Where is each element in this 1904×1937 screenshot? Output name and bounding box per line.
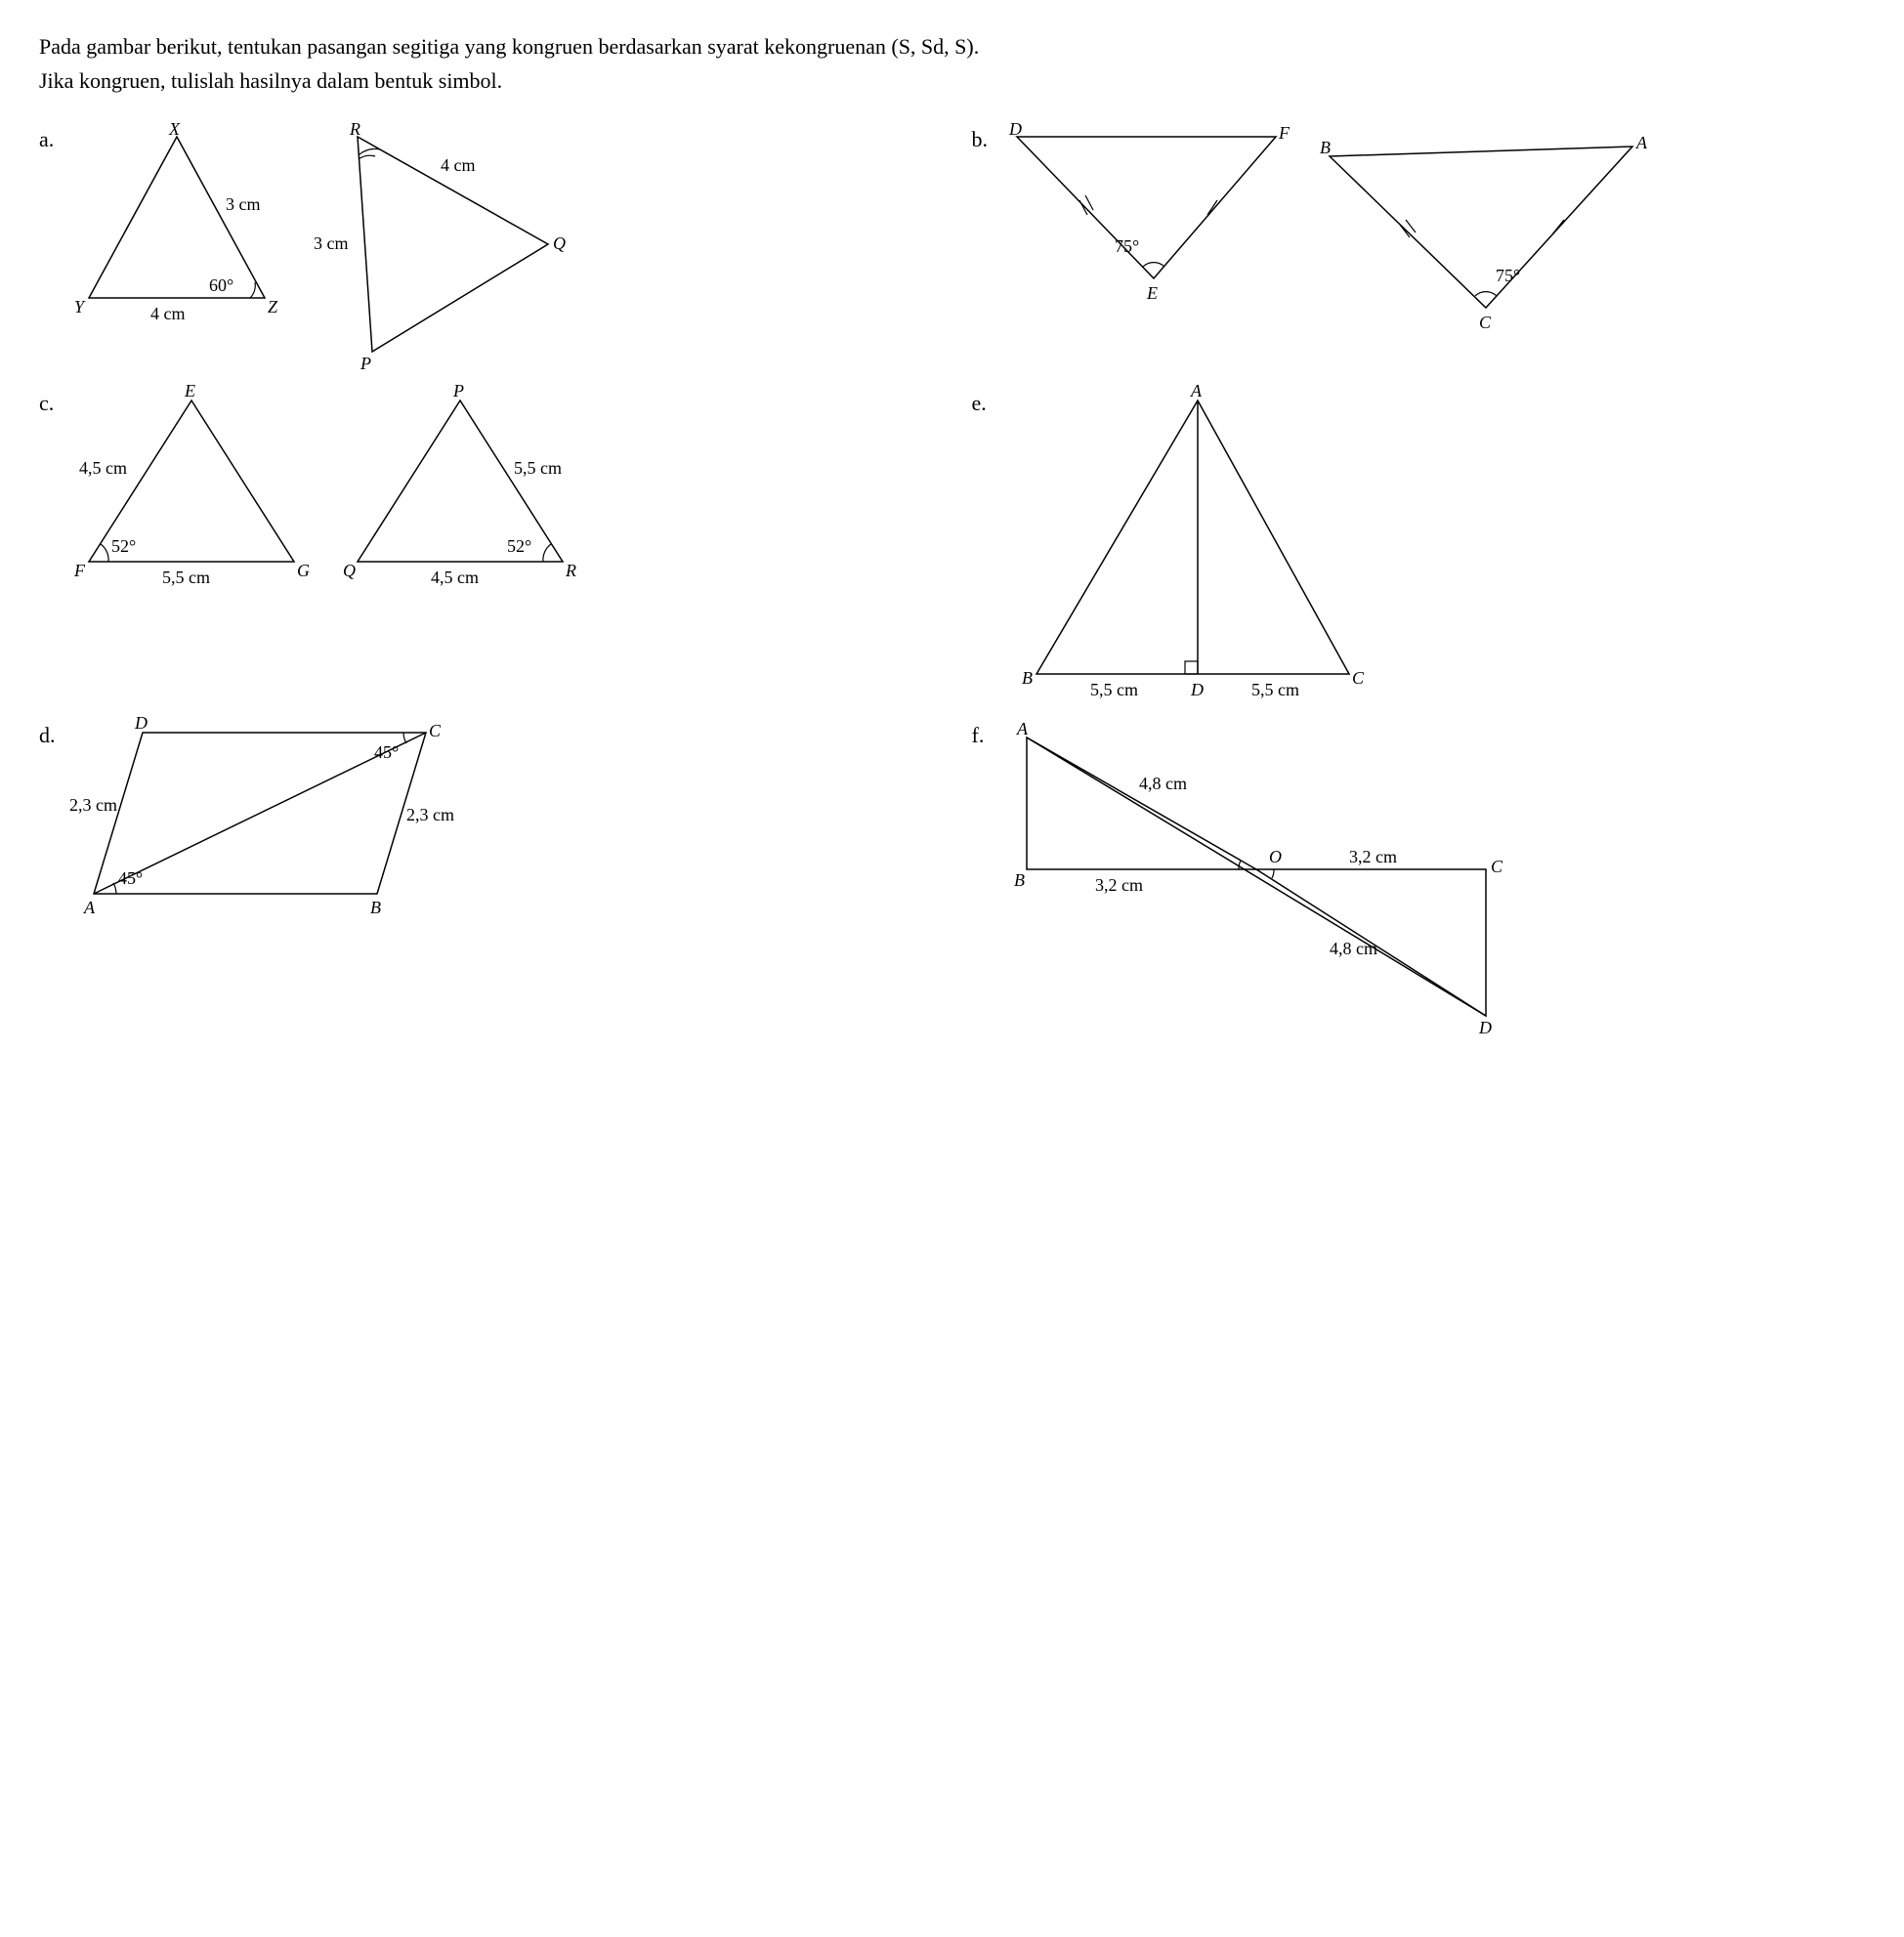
vertex-A: A bbox=[1016, 719, 1029, 738]
side-yz: 4 cm bbox=[150, 304, 186, 323]
vertex-C: C bbox=[1479, 313, 1492, 332]
triangle-b1: D F E 75° bbox=[1007, 127, 1290, 303]
vertex-Q: Q bbox=[553, 233, 566, 253]
problem-c: c. E F G 4,5 cm 5,5 cm 52° P Q R 5,5 cm … bbox=[39, 391, 933, 586]
vertex-B: B bbox=[1014, 870, 1025, 890]
side-rp: 3 cm bbox=[314, 233, 349, 253]
vertex-F: F bbox=[73, 561, 86, 580]
side-rq: 4 cm bbox=[441, 155, 476, 175]
triangle-a1: X Y Z 3 cm 4 cm 60° bbox=[74, 127, 299, 332]
angle-a: 45° bbox=[118, 868, 143, 888]
vertex-B: B bbox=[1022, 668, 1033, 688]
problem-label-a: a. bbox=[39, 127, 66, 152]
problem-label-d: d. bbox=[39, 723, 66, 748]
vertex-G: G bbox=[297, 561, 310, 580]
vertex-E: E bbox=[184, 381, 195, 400]
vertex-B: B bbox=[1320, 138, 1331, 157]
vertex-D: D bbox=[1478, 1018, 1492, 1037]
vertex-Z: Z bbox=[268, 297, 278, 316]
problem-b: b. D F E 75° B A C 75° bbox=[972, 127, 1866, 332]
vertex-D: D bbox=[1008, 119, 1022, 139]
side-dc: 5,5 cm bbox=[1251, 680, 1299, 699]
angle-c: 75° bbox=[1496, 266, 1520, 285]
problem-e: e. A B C D 5,5 cm 5,5 cm bbox=[972, 391, 1866, 703]
vertex-C: C bbox=[1491, 857, 1503, 876]
problem-d: d. D C A B 2,3 cm 2,3 cm 45° 45° bbox=[39, 723, 933, 918]
vertex-C: C bbox=[1352, 668, 1365, 688]
vertex-Q: Q bbox=[343, 561, 356, 580]
side-qr: 4,5 cm bbox=[431, 568, 479, 587]
instruction-line-2: Jika kongruen, tulislah hasilnya dalam b… bbox=[39, 63, 1865, 98]
vertex-A: A bbox=[1635, 133, 1648, 152]
vertex-D: D bbox=[134, 713, 148, 733]
triangle-a2: R Q P 4 cm 3 cm bbox=[328, 127, 563, 371]
vertex-C: C bbox=[429, 721, 442, 740]
problem-label-f: f. bbox=[972, 723, 999, 748]
problems-grid: a. X Y Z 3 cm 4 cm 60° R Q P 4 cm 3 cm b… bbox=[39, 127, 1865, 1035]
vertex-F: F bbox=[1278, 123, 1290, 143]
side-ad: 2,3 cm bbox=[69, 795, 117, 815]
side-pr: 5,5 cm bbox=[514, 458, 562, 478]
side-bo: 3,2 cm bbox=[1095, 875, 1143, 895]
instruction-line-1: Pada gambar berikut, tentukan pasangan s… bbox=[39, 29, 1865, 63]
triangle-e: A B C D 5,5 cm 5,5 cm bbox=[1007, 391, 1378, 703]
angle-c: 45° bbox=[374, 742, 399, 762]
side-bc: 2,3 cm bbox=[406, 805, 454, 824]
vertex-Y: Y bbox=[74, 297, 86, 316]
instructions: Pada gambar berikut, tentukan pasangan s… bbox=[39, 29, 1865, 98]
side-oc: 3,2 cm bbox=[1349, 847, 1397, 866]
parallelogram-d: D C A B 2,3 cm 2,3 cm 45° 45° bbox=[74, 723, 465, 918]
vertex-R: R bbox=[349, 119, 360, 139]
angle-r: 52° bbox=[507, 536, 531, 556]
problem-a: a. X Y Z 3 cm 4 cm 60° R Q P 4 cm 3 cm bbox=[39, 127, 933, 371]
angle-f: 52° bbox=[111, 536, 136, 556]
angle-e: 75° bbox=[1115, 236, 1139, 256]
vertex-E: E bbox=[1146, 283, 1158, 303]
side-xz: 3 cm bbox=[226, 194, 261, 214]
triangle-c2: P Q R 5,5 cm 4,5 cm 52° bbox=[343, 391, 582, 586]
problem-label-c: c. bbox=[39, 391, 66, 416]
side-bd: 5,5 cm bbox=[1090, 680, 1138, 699]
vertex-O: O bbox=[1269, 847, 1282, 866]
side-fg: 5,5 cm bbox=[162, 568, 210, 587]
vertex-X: X bbox=[168, 119, 181, 139]
angle-z: 60° bbox=[209, 275, 233, 295]
vertex-P: P bbox=[360, 354, 371, 373]
vertex-A: A bbox=[83, 898, 96, 917]
problem-label-b: b. bbox=[972, 127, 999, 152]
side-ef: 4,5 cm bbox=[79, 458, 127, 478]
vertex-R: R bbox=[565, 561, 576, 580]
triangle-c1: E F G 4,5 cm 5,5 cm 52° bbox=[74, 391, 314, 586]
triangles-f: A B O C D 4,8 cm 3,2 cm 3,2 cm 4,8 cm bbox=[1007, 723, 1496, 1035]
side-od: 4,8 cm bbox=[1330, 939, 1377, 958]
vertex-D: D bbox=[1190, 680, 1204, 699]
vertex-A: A bbox=[1190, 381, 1203, 400]
side-ao: 4,8 cm bbox=[1139, 774, 1187, 793]
problem-label-e: e. bbox=[972, 391, 999, 416]
vertex-B: B bbox=[370, 898, 381, 917]
problem-f: f. A B O C D 4,8 cm 3,2 cm 3,2 cm 4,8 cm bbox=[972, 723, 1866, 1035]
vertex-P: P bbox=[452, 381, 464, 400]
triangle-b2: B A C 75° bbox=[1320, 127, 1642, 332]
